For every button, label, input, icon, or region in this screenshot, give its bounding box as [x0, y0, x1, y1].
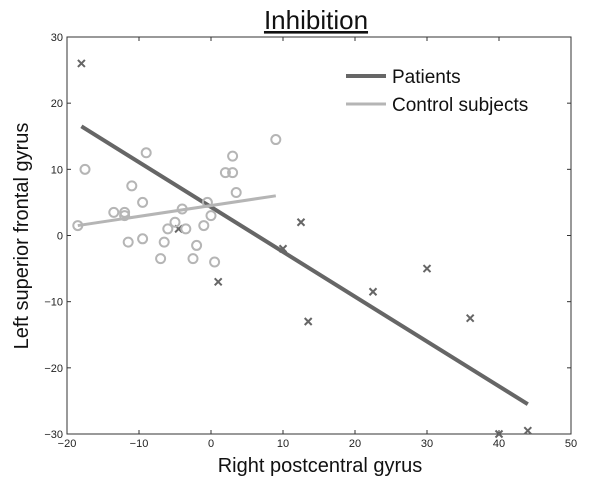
patients-point [303, 317, 313, 326]
control-point [270, 134, 282, 146]
control-point [119, 210, 131, 222]
control-point [137, 196, 149, 208]
control-point [187, 253, 199, 265]
patients-point [278, 244, 288, 253]
patients-point [296, 218, 306, 227]
patients-point [494, 429, 504, 439]
control-point [176, 203, 188, 215]
control-point [198, 220, 210, 232]
control-point [155, 253, 167, 265]
legend-label-control: Control subjects [392, 95, 528, 116]
y-tick-label: 0 [57, 231, 63, 243]
patients-point [77, 59, 86, 68]
y-tick-label: 10 [51, 164, 63, 176]
control-point [191, 239, 203, 251]
control-point [162, 223, 174, 235]
patients-point [368, 287, 378, 296]
control-point [108, 206, 120, 218]
control-point [230, 186, 242, 198]
control-point [158, 236, 170, 248]
control-point [201, 196, 213, 208]
y-tick-label: −20 [44, 363, 63, 375]
x-tick-label: 50 [565, 438, 577, 450]
y-tick-label: −10 [44, 297, 63, 309]
x-tick-label: −10 [130, 438, 149, 450]
x-tick-label: 30 [421, 438, 433, 450]
control-point [219, 167, 231, 179]
x-tick-label: 40 [493, 438, 505, 450]
y-tick-label: 30 [51, 32, 63, 44]
control-point [122, 236, 134, 248]
x-tick-label: 0 [208, 438, 214, 450]
control-point [169, 216, 181, 228]
patients-point [213, 277, 223, 287]
control-point [227, 167, 239, 179]
patients-point [422, 264, 432, 273]
control-point [126, 180, 138, 192]
control-point [209, 256, 221, 268]
legend-label-patients: Patients [392, 67, 461, 88]
control-point [72, 220, 84, 232]
legend: Patients Control subjects [346, 67, 528, 116]
control-point [227, 150, 239, 162]
x-tick-label: 20 [349, 438, 361, 450]
control-point [119, 206, 131, 218]
patients-point [465, 314, 475, 323]
y-axis-label: Left superior frontal gyrus [11, 123, 33, 350]
x-tick-label: 10 [277, 438, 289, 450]
x-axis-label: Right postcentral gyrus [218, 455, 423, 477]
y-tick-label: −30 [44, 429, 63, 441]
control-point [205, 210, 217, 222]
control-point [180, 223, 192, 235]
patients-point [523, 426, 533, 435]
control-point [137, 233, 149, 245]
control-fit-line [77, 194, 277, 228]
x-tick-label: −20 [58, 438, 77, 450]
patients-fit-line [80, 124, 529, 406]
control-point [79, 163, 91, 175]
control-point [140, 147, 152, 159]
y-tick-label: 20 [51, 98, 63, 110]
chart-title: Inhibition [264, 5, 368, 35]
